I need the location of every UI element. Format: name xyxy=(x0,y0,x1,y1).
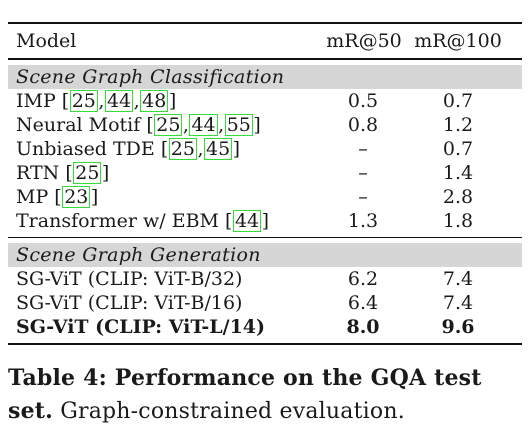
table-header: Model mR@50 mR@100 xyxy=(8,24,522,58)
mr100-cell: 0.7 xyxy=(442,137,474,160)
citation-link[interactable]: 55 xyxy=(224,113,253,136)
mr100-cell: 7.4 xyxy=(442,268,474,290)
model-name: SG-ViT (CLIP: ViT-B/16) xyxy=(16,292,243,314)
model-name: MP xyxy=(16,185,49,208)
bottom-rule xyxy=(8,343,522,345)
model-name: IMP xyxy=(16,89,56,112)
mr100-cell: 0.7 xyxy=(442,89,474,112)
mr50-cell: – xyxy=(358,185,368,208)
mr50-cell: – xyxy=(358,137,368,160)
citation-link[interactable]: 44 xyxy=(104,89,134,112)
header-rule xyxy=(8,58,522,60)
table-row: RTN [25] – 1.4 xyxy=(8,161,522,185)
model-cell: MP [23] xyxy=(16,185,99,208)
mr100-cell: 1.4 xyxy=(442,161,474,184)
mr100-cell: 2.8 xyxy=(442,185,474,208)
mr50-cell: 6.4 xyxy=(347,292,379,314)
model-cell: IMP [25, 44, 48] xyxy=(16,89,177,112)
model-cell: SG-ViT (CLIP: ViT-L/14) xyxy=(16,315,265,339)
citation-link[interactable]: 45 xyxy=(203,137,233,160)
table-row: SG-ViT (CLIP: ViT-B/32) 6.2 7.4 xyxy=(8,267,522,291)
section-rows-sggen: SG-ViT (CLIP: ViT-B/32) 6.2 7.4 SG-ViT (CLI… xyxy=(8,267,522,339)
mr50-cell: 6.2 xyxy=(347,268,379,290)
citation-link[interactable]: 25 xyxy=(73,161,102,184)
citation-link[interactable]: 25 xyxy=(168,137,197,160)
table-row: Neural Motif [25, 44, 55] 0.8 1.2 xyxy=(8,113,522,137)
table-row: SG-ViT (CLIP: ViT-L/14) 8.0 9.6 xyxy=(8,315,522,339)
mr100-cell: 7.4 xyxy=(442,292,474,314)
header-mr100: mR@100 xyxy=(414,30,502,52)
mr50-cell: 0.8 xyxy=(347,113,379,136)
citation-link[interactable]: 25 xyxy=(154,113,183,136)
table-row: Transformer w/ EBM [44] 1.3 1.8 xyxy=(8,209,522,233)
model-cell: SG-ViT (CLIP: ViT-B/16) xyxy=(16,291,242,315)
citation-link[interactable]: 44 xyxy=(189,113,218,136)
citation-link[interactable]: 48 xyxy=(140,89,169,112)
top-rule xyxy=(8,22,522,24)
citation-link[interactable]: 25 xyxy=(69,89,98,112)
model-name: SG-ViT (CLIP: ViT-B/32) xyxy=(16,268,243,290)
model-name: SG-ViT (CLIP: ViT-L/14) xyxy=(16,316,266,338)
mr50-cell: 1.3 xyxy=(347,209,379,232)
model-cell: Unbiased TDE [25, 45] xyxy=(16,137,241,160)
model-cell: RTN [25] xyxy=(16,161,110,184)
results-table: Model mR@50 mR@100 Scene Graph Classific… xyxy=(8,0,522,345)
model-name: Transformer w/ EBM xyxy=(16,209,219,232)
mr50-cell: 8.0 xyxy=(346,316,380,338)
mr50-cell: 0.5 xyxy=(347,89,379,112)
citation-link[interactable]: 44 xyxy=(232,209,262,232)
citation-link[interactable]: 23 xyxy=(62,185,91,208)
table-row: SG-ViT (CLIP: ViT-B/16) 6.4 7.4 xyxy=(8,291,522,315)
header-model: Model xyxy=(16,30,77,52)
model-cell: Transformer w/ EBM [44] xyxy=(16,209,270,232)
table-row: MP [23] – 2.8 xyxy=(8,185,522,209)
model-name: Neural Motif xyxy=(16,113,141,136)
section-title-sggen: Scene Graph Generation xyxy=(8,243,522,267)
model-cell: SG-ViT (CLIP: ViT-B/32) xyxy=(16,267,242,291)
model-name: Unbiased TDE xyxy=(16,137,155,160)
table-caption: Table 4: Performance on the GQA test set… xyxy=(8,362,522,428)
table-row: IMP [25, 44, 48] 0.5 0.7 xyxy=(8,89,522,113)
caption-text: Graph-constrained evaluation. xyxy=(60,399,405,424)
table-row: Unbiased TDE [25, 45] – 0.7 xyxy=(8,137,522,161)
header-mr50: mR@50 xyxy=(326,30,402,52)
mr100-cell: 1.8 xyxy=(442,209,474,232)
mr100-cell: 9.6 xyxy=(441,316,475,338)
mr100-cell: 1.2 xyxy=(442,113,474,136)
section-rule xyxy=(8,236,522,238)
model-cell: Neural Motif [25, 44, 55] xyxy=(16,113,261,136)
section-rows-sgcls: IMP [25, 44, 48] 0.5 0.7 Neural Motif [25, 44,… xyxy=(8,89,522,233)
model-name: RTN xyxy=(16,161,60,184)
section-title-sgcls: Scene Graph Classification xyxy=(8,64,522,89)
mr50-cell: – xyxy=(358,161,368,184)
caption-title: Table 4: Performance on the GQA test set… xyxy=(8,365,482,424)
